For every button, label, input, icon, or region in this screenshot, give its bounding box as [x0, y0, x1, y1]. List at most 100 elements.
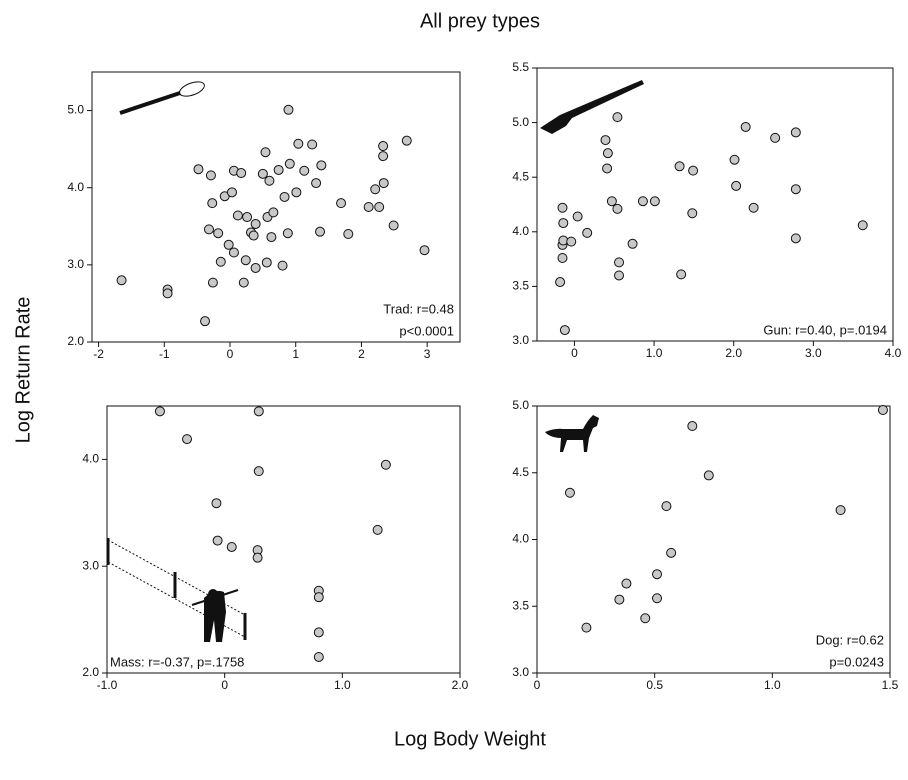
point — [877, 405, 888, 416]
point — [857, 220, 868, 231]
x-tick-label: 2.0 — [452, 678, 469, 692]
point — [652, 569, 663, 580]
y-tick-label: 3.5 — [512, 598, 529, 612]
x-tick-label: 1.0 — [646, 346, 663, 360]
x-tick-label: 0 — [227, 347, 234, 361]
y-tick-label: 2.0 — [67, 334, 84, 348]
x-tick-label: 0 — [571, 346, 578, 360]
y-tick-label: 3.0 — [512, 333, 529, 347]
plot-frame — [91, 71, 461, 343]
point — [313, 627, 324, 638]
point — [612, 112, 623, 123]
point — [558, 218, 569, 229]
point — [559, 325, 570, 336]
y-tick-label: 3.0 — [82, 558, 99, 572]
point — [266, 232, 277, 243]
point — [260, 147, 271, 158]
point — [602, 148, 613, 159]
point — [284, 158, 295, 169]
point — [242, 212, 253, 223]
point — [212, 535, 223, 546]
point — [252, 552, 263, 563]
point — [652, 593, 663, 604]
point — [703, 470, 714, 481]
point — [674, 161, 685, 172]
point — [307, 139, 318, 150]
point — [640, 613, 651, 624]
point — [557, 202, 568, 213]
point — [211, 498, 222, 509]
point — [226, 541, 237, 552]
point — [279, 191, 290, 202]
point — [748, 202, 759, 213]
point — [581, 622, 592, 633]
x-tick-label: 3 — [424, 347, 431, 361]
point — [215, 256, 226, 267]
y-tick-label: 4.0 — [512, 224, 529, 238]
point — [401, 135, 412, 146]
point — [313, 651, 324, 662]
point — [649, 196, 660, 207]
y-axis-title: Log Return Rate — [12, 297, 34, 444]
point — [162, 288, 173, 299]
x-tick-label: 0 — [221, 678, 228, 692]
annotation: Mass: r=-0.37, p=.1758 — [110, 654, 244, 669]
point — [627, 238, 638, 249]
point — [261, 257, 272, 268]
point — [240, 255, 251, 266]
point — [372, 524, 383, 535]
x-tick-label: 3.0 — [805, 346, 822, 360]
y-tick-label: 4.5 — [512, 465, 529, 479]
point — [419, 245, 430, 256]
point — [790, 233, 801, 244]
annotation: Trad: r=0.48 — [383, 301, 454, 316]
point — [606, 196, 617, 207]
point — [228, 247, 239, 258]
x-tick-label: 0 — [534, 678, 541, 692]
y-tick-label: 3.0 — [512, 665, 529, 679]
point — [378, 178, 389, 189]
point — [380, 459, 391, 470]
point — [223, 239, 234, 250]
point — [207, 277, 218, 288]
y-tick-label: 4.0 — [67, 180, 84, 194]
point — [193, 164, 204, 175]
point — [363, 202, 374, 212]
x-tick-label: 1.0 — [764, 678, 781, 692]
point — [731, 180, 742, 191]
x-tick-label: -1.0 — [97, 678, 118, 692]
annotation: Gun: r=0.40, p=.0194 — [763, 322, 887, 337]
point — [790, 127, 801, 138]
point — [378, 141, 389, 152]
point — [688, 165, 699, 176]
point — [374, 202, 385, 212]
point — [614, 594, 625, 605]
point — [316, 160, 327, 171]
x-tick-label: 1 — [292, 347, 299, 361]
point — [370, 184, 381, 195]
x-axis-title: Log Body Weight — [394, 728, 546, 750]
point — [378, 151, 389, 162]
net-hunter-icon — [106, 538, 247, 642]
point — [315, 226, 326, 237]
point — [612, 203, 623, 214]
point — [203, 224, 214, 235]
point — [661, 501, 672, 512]
point — [213, 228, 224, 239]
point — [557, 253, 568, 264]
point — [232, 210, 243, 221]
point — [205, 170, 216, 181]
point — [116, 275, 127, 286]
point — [283, 104, 294, 115]
point — [313, 592, 324, 603]
annotation: Dog: r=0.62 — [816, 632, 884, 647]
x-tick-label: 1.5 — [882, 678, 899, 692]
point — [336, 198, 347, 209]
point — [614, 257, 625, 268]
y-tick-label: 4.0 — [82, 452, 99, 466]
point — [264, 175, 275, 186]
annotation: p<0.0001 — [399, 323, 454, 338]
point — [226, 187, 237, 198]
point — [600, 135, 611, 146]
